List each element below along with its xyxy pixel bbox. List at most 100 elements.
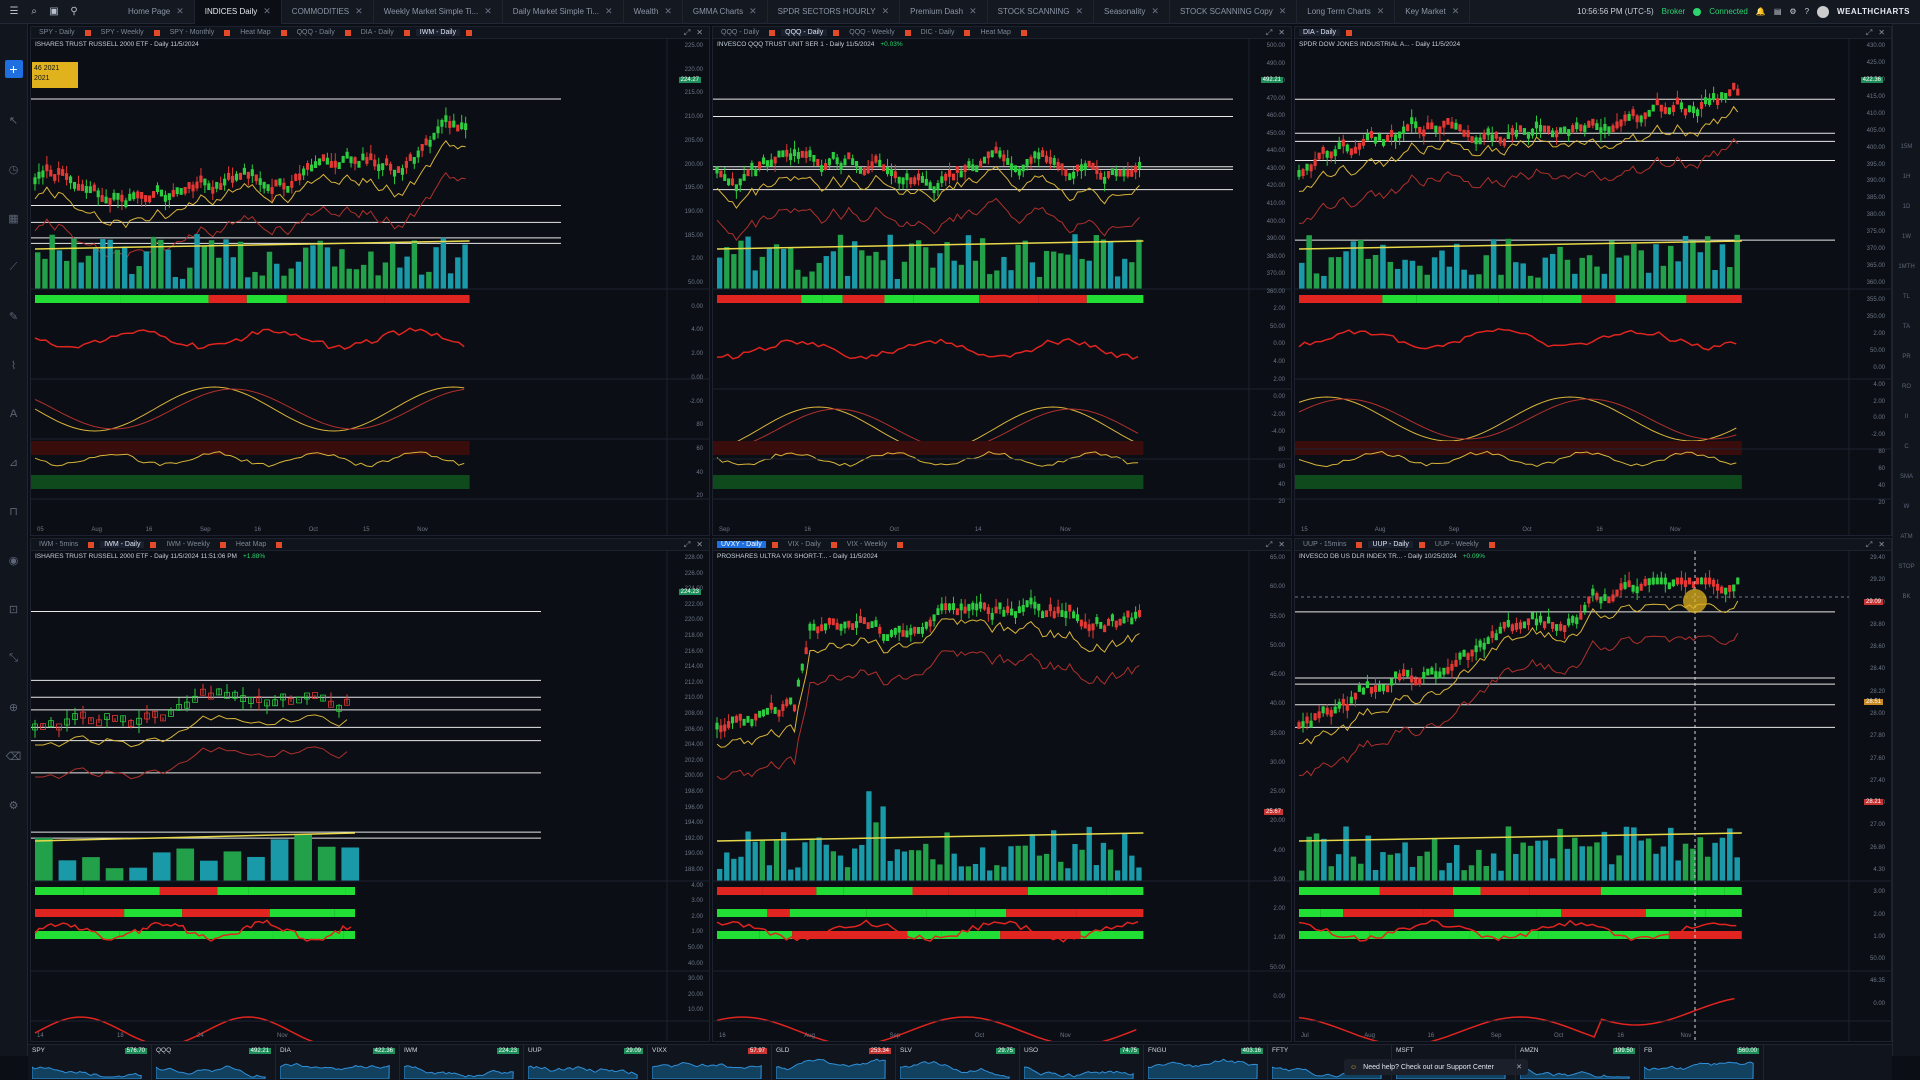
layout-tab[interactable]: Daily Market Simple Ti... ✕ — [503, 0, 624, 24]
maximize-icon[interactable]: ⤢ — [1865, 28, 1873, 37]
close-tab-icon[interactable]: ✕ — [355, 6, 363, 16]
tf-atm[interactable]: ATM — [1900, 534, 1913, 540]
panel-tab[interactable]: IWM - Daily — [100, 541, 145, 548]
maximize-icon[interactable]: ⤢ — [683, 28, 691, 37]
panel-tab[interactable]: Heat Map — [235, 541, 267, 548]
panel-tab[interactable]: Heat Map — [240, 29, 271, 36]
annotation-note[interactable]: 46 2021 2021 — [32, 62, 78, 88]
gear-icon[interactable]: ⚙ — [1789, 7, 1797, 16]
close-tab-icon[interactable]: ✕ — [1151, 6, 1159, 16]
measure-icon[interactable]: ⤡ — [9, 652, 18, 664]
ruler-icon[interactable]: ⊿ — [8, 457, 19, 469]
layout-tab[interactable]: COMMODITIES ✕ — [282, 0, 374, 24]
trend-line-icon[interactable]: ⟋ — [9, 261, 18, 273]
tf-pr[interactable]: PR — [1902, 354, 1911, 360]
layout-tab[interactable]: GMMA Charts ✕ — [683, 0, 768, 24]
layout-tab[interactable]: Weekly Market Simple Ti... ✕ — [374, 0, 503, 24]
support-toast[interactable]: ☺ Need help? Check out our Support Cente… — [1344, 1059, 1528, 1075]
tf-ta[interactable]: TA — [1902, 324, 1911, 330]
maximize-icon[interactable]: ⤢ — [1265, 28, 1273, 37]
save-icon[interactable]: ▤ — [1773, 7, 1782, 16]
layout-tab[interactable]: Wealth ✕ — [624, 0, 683, 24]
tf-15m[interactable]: 15M — [1900, 144, 1913, 150]
brush-icon[interactable]: ⌇ — [10, 360, 17, 372]
close-tab-icon[interactable]: ✕ — [881, 6, 890, 16]
chart-panel-p2[interactable]: QQQ - Daily QQQ - Daily QQQ - Weekly DIC - … — [712, 26, 1292, 536]
layout-tab[interactable]: INDICES Daily ✕ — [194, 0, 282, 24]
watchlist-card[interactable]: IWM 224.23 — [400, 1045, 524, 1080]
tf-rstop[interactable]: STOP — [1898, 564, 1915, 570]
tf-ro[interactable]: RO — [1902, 384, 1911, 390]
close-tab-icon[interactable]: ✕ — [176, 6, 184, 16]
help-icon[interactable]: ? — [1804, 7, 1810, 16]
panel-tab[interactable]: UUP - Daily — [1368, 541, 1413, 548]
eye-icon[interactable]: ◉ — [8, 555, 19, 567]
watchlist-card[interactable]: FB 560.00 — [1640, 1045, 1764, 1080]
panel-tab[interactable]: SPY - Daily — [39, 29, 75, 36]
chart-panel-p6[interactable]: UUP - 15mins UUP - Daily UUP - Weekly INVES… — [1294, 538, 1892, 1042]
watchlist-card[interactable]: USO 74.75 — [1020, 1045, 1144, 1080]
close-icon[interactable]: ✕ — [1878, 540, 1885, 549]
tf-bk[interactable]: BK — [1902, 594, 1911, 600]
layout-tab[interactable]: STOCK SCANNING ✕ — [988, 0, 1095, 24]
close-tab-icon[interactable]: ✕ — [749, 6, 757, 16]
broker-label[interactable]: Broker — [1661, 7, 1686, 16]
search-icon[interactable]: ⌕ — [31, 6, 37, 17]
avatar[interactable] — [1817, 5, 1830, 18]
magnet-icon[interactable]: ⊓ — [9, 506, 18, 518]
layout-tab[interactable]: Key Market ✕ — [1395, 0, 1471, 24]
chart-panel-p1[interactable]: SPY - Daily SPY - Weekly SPY - Monthly Heat… — [30, 26, 710, 536]
panel-tab[interactable]: QQQ - Daily — [721, 29, 760, 36]
panel-tab[interactable]: QQQ - Daily — [296, 29, 335, 36]
chart-icon[interactable]: ⚲ — [70, 6, 78, 17]
menu-icon[interactable]: ☰ — [9, 6, 19, 17]
layout-tab[interactable]: Premium Dash ✕ — [900, 0, 988, 24]
watchlist-card[interactable]: UUP 29.09 — [524, 1045, 648, 1080]
text-icon[interactable]: A — [9, 408, 18, 420]
watchlist-card[interactable]: DIA 422.36 — [276, 1045, 400, 1080]
panel-tab[interactable]: IWM - Weekly — [166, 541, 210, 548]
chart-canvas[interactable] — [31, 551, 710, 1042]
close-tab-icon[interactable]: ✕ — [664, 6, 672, 16]
maximize-icon[interactable]: ⤢ — [683, 540, 691, 549]
layout-tab[interactable]: Seasonality ✕ — [1094, 0, 1170, 24]
chart-canvas[interactable] — [31, 39, 710, 536]
layout-tab[interactable]: SPDR SECTORS HOURLY ✕ — [768, 0, 901, 24]
panel-tab[interactable]: VIX - Daily — [787, 541, 821, 548]
close-tab-icon[interactable]: ✕ — [1376, 6, 1385, 16]
pen-icon[interactable]: ✎ — [8, 311, 19, 323]
panel-tab[interactable]: DIC - Daily — [920, 29, 955, 36]
watchlist-card[interactable]: SPY 576.70 — [28, 1045, 152, 1080]
bell-icon[interactable]: 🔔 — [1755, 7, 1766, 16]
settings-icon[interactable]: ⚙ — [8, 800, 19, 812]
zoom-icon[interactable]: ⊕ — [8, 702, 19, 714]
watchlist-card[interactable]: AMZN 199.50 — [1516, 1045, 1640, 1080]
panel-tab[interactable]: DIA - Daily — [1299, 29, 1341, 36]
tf-c[interactable]: C — [1904, 444, 1909, 450]
panel-tab[interactable]: QQQ - Daily — [781, 29, 828, 36]
watchlist-card[interactable]: QQQ 492.21 — [152, 1045, 276, 1080]
chart-canvas[interactable] — [713, 39, 1292, 536]
close-tab-icon[interactable]: ✕ — [605, 6, 613, 16]
watchlist-card[interactable]: GLD 253.34 — [772, 1045, 896, 1080]
close-icon[interactable]: ✕ — [1278, 540, 1285, 549]
tf-1d[interactable]: 1D — [1902, 204, 1911, 210]
panel-tab[interactable]: VIX - Weekly — [846, 541, 888, 548]
watchlist-card[interactable]: FNGU 403.16 — [1144, 1045, 1268, 1080]
watchlist-card[interactable]: SLV 29.75 — [896, 1045, 1020, 1080]
maximize-icon[interactable]: ⤢ — [1865, 540, 1873, 549]
tf-1w[interactable]: 1W — [1902, 234, 1911, 240]
close-tab-icon[interactable]: ✕ — [1451, 6, 1460, 16]
panel-tab[interactable]: UUP - Weekly — [1434, 541, 1479, 548]
chart-canvas[interactable] — [1295, 551, 1892, 1042]
close-tab-icon[interactable]: ✕ — [484, 6, 492, 16]
chart-canvas[interactable] — [713, 551, 1292, 1042]
maximize-icon[interactable]: ⤢ — [1265, 540, 1273, 549]
panel-tab[interactable]: Heat Map — [980, 29, 1011, 36]
panel-tab[interactable]: UVXY - Daily — [717, 541, 766, 548]
panel-tab[interactable]: DIA - Daily — [360, 29, 394, 36]
close-tab-icon[interactable]: ✕ — [1278, 6, 1287, 16]
panel-tab[interactable]: SPY - Weekly — [100, 29, 144, 36]
trash-icon[interactable]: ⌫ — [5, 751, 22, 763]
close-icon[interactable]: ✕ — [696, 28, 703, 37]
